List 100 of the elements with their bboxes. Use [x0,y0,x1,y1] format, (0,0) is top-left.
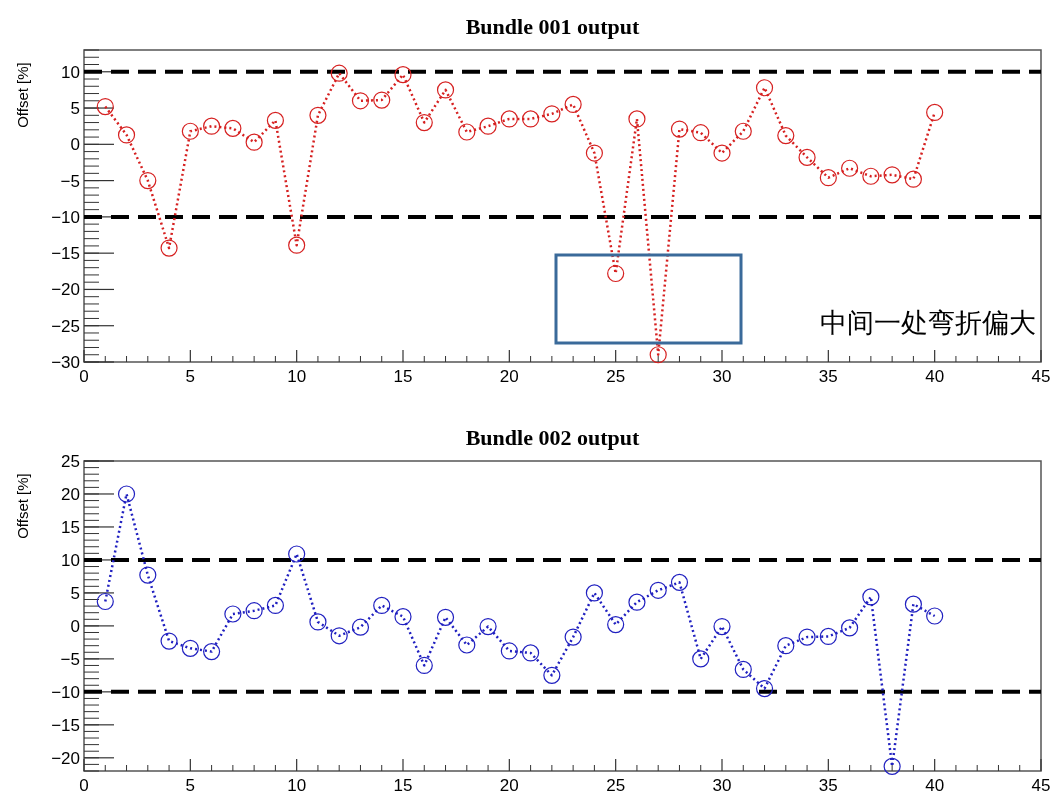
y-tick-label: 15 [61,517,80,537]
point [245,602,263,620]
x-tick-label: 40 [925,776,945,795]
point [777,637,795,655]
y-tick-label: 0 [70,616,80,636]
point [841,619,859,637]
point [734,660,752,679]
point [394,608,412,626]
point [713,617,731,636]
point [500,642,518,660]
point [543,666,561,684]
y-tick-label: 10 [61,550,80,570]
point [607,615,625,634]
y-tick-label: −15 [51,244,80,264]
x-tick-label: 15 [393,776,413,795]
chart-title: Bundle 002 output [465,425,640,450]
point [500,110,518,128]
y-tick-label: −5 [60,171,80,191]
point [670,120,689,138]
y-tick-label: 5 [70,99,80,119]
point [415,113,433,132]
point [266,111,284,129]
point [117,126,136,144]
point [394,66,412,84]
point [777,127,795,145]
point [926,103,944,121]
point [862,167,880,185]
point [160,239,178,257]
point [415,656,433,675]
y-tick-label: −20 [51,280,80,300]
point [309,106,327,124]
point [628,110,646,128]
point [819,627,837,646]
x-tick-label: 30 [712,776,732,795]
point [139,172,157,190]
point [479,117,497,135]
x-tick-label: 35 [818,776,838,795]
y-tick-label: 10 [61,62,80,82]
point [373,91,391,109]
point [181,122,199,140]
x-tick-label: 20 [499,776,519,795]
point [883,166,901,184]
y-tick-label: 25 [61,452,80,471]
point [904,170,922,188]
y-tick-label: 20 [61,484,80,504]
point [713,144,731,162]
point [160,632,178,650]
x-tick-label: 5 [185,776,196,795]
point [798,628,816,646]
point [522,110,540,128]
point [288,545,306,563]
point [649,346,667,364]
point [436,81,455,99]
x-tick-label: 15 [393,367,413,386]
y-tick-label: 0 [70,135,80,155]
point [607,264,625,283]
point [96,592,114,611]
point [649,581,667,599]
x-tick-label: 5 [185,367,196,386]
point [458,123,476,141]
chart-title: Bundle 001 output [465,14,640,39]
point [862,588,880,606]
point [841,159,859,177]
point [288,236,306,254]
y-tick-label: −5 [60,649,80,669]
point [351,92,370,110]
point [436,608,455,626]
point [585,144,603,162]
y-tick-label: −10 [51,682,80,702]
point [224,119,242,137]
y-tick-label: −25 [51,316,80,336]
point [351,618,370,636]
point [755,79,774,97]
point [309,613,327,631]
point [670,573,689,591]
x-tick-label: 10 [287,776,307,795]
y-axis-title: Offset [%] [14,473,31,539]
point [564,628,582,646]
point [330,627,348,645]
point [692,124,710,142]
annotation: 中间一处弯折偏大 [820,308,1036,338]
point [543,105,561,123]
point [139,566,157,584]
point [522,644,540,662]
y-tick-label: 5 [70,583,80,603]
x-tick-label: 40 [925,367,945,386]
point [245,133,263,151]
point [479,617,497,636]
y-tick-label: −10 [51,207,80,227]
point [564,95,582,114]
x-tick-label: 25 [606,776,626,795]
point [203,117,221,135]
point [117,485,136,503]
point [692,650,710,668]
point [883,757,901,775]
x-tick-label: 30 [712,367,732,386]
point [203,643,221,661]
point [926,607,944,625]
point [458,636,476,654]
x-tick-label: 35 [818,367,838,386]
